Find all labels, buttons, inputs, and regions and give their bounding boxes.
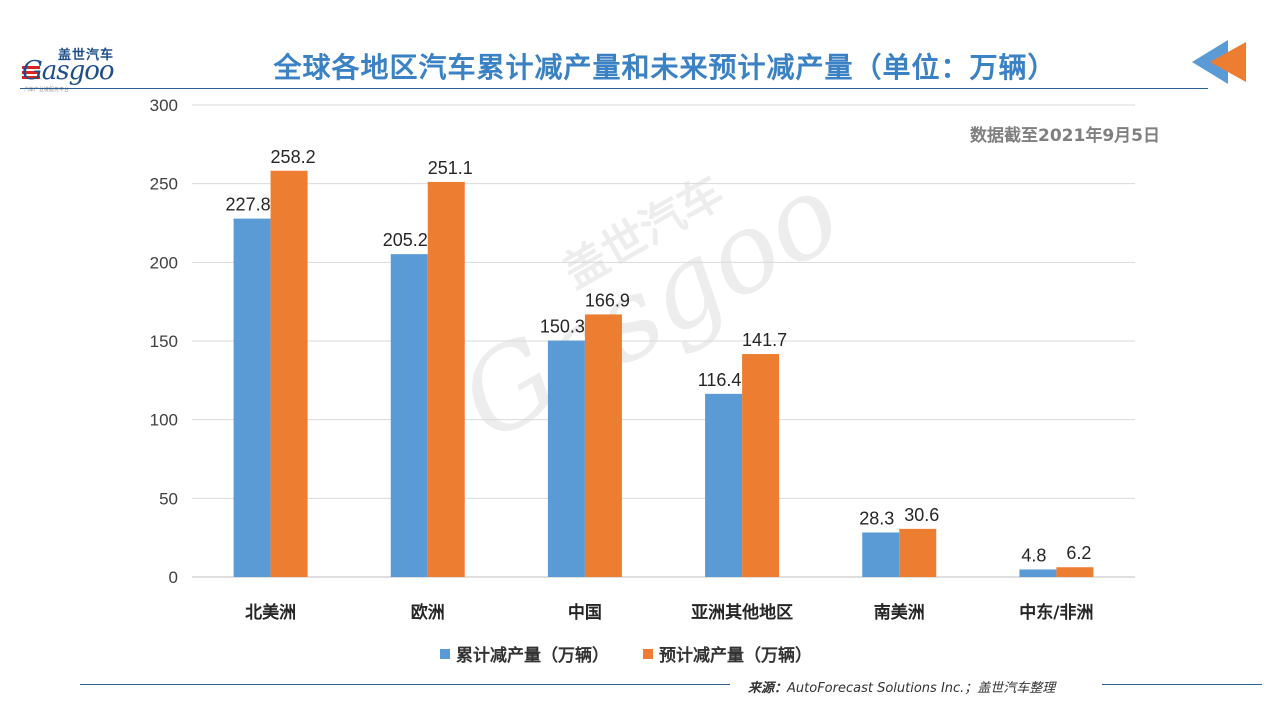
x-tick-label: 亚洲其他地区 xyxy=(691,602,793,623)
y-tick-label: 0 xyxy=(169,568,178,587)
y-tick-label: 50 xyxy=(159,489,178,508)
logo-brand-cn: 盖世汽车 xyxy=(58,48,115,63)
bar xyxy=(233,218,271,577)
data-label: 166.9 xyxy=(585,290,630,310)
bar xyxy=(899,528,937,577)
x-tick-label: 中东/非洲 xyxy=(1019,602,1093,623)
logo-stripes-icon xyxy=(22,66,40,80)
legend-item-series2: 预计减产量（万辆） xyxy=(643,641,812,666)
y-tick-label: 250 xyxy=(150,175,178,194)
data-label: 30.6 xyxy=(904,505,939,525)
data-label: 6.2 xyxy=(1066,543,1091,563)
data-label: 205.2 xyxy=(383,230,428,250)
y-tick-label: 200 xyxy=(150,253,178,272)
source-note: 来源：AutoForecast Solutions Inc.；盖世汽车整理 xyxy=(748,677,1055,696)
legend-swatch-series2 xyxy=(643,648,653,659)
y-tick-label: 150 xyxy=(150,332,178,351)
logo-brand-en: Gasgoo xyxy=(22,56,115,86)
logo-tagline: 汽车产业链服务平台 xyxy=(24,87,70,93)
x-tick-label: 南美洲 xyxy=(874,602,925,623)
legend-label-series1: 累计减产量（万辆） xyxy=(456,646,609,666)
y-tick-label: 300 xyxy=(150,96,178,115)
legend-item-series1: 累计减产量（万辆） xyxy=(440,641,609,666)
x-tick-label: 欧洲 xyxy=(411,602,445,623)
corner-arrow-icon xyxy=(1192,40,1246,84)
bar xyxy=(1056,567,1094,577)
bar xyxy=(584,314,622,577)
data-label: 227.8 xyxy=(226,195,271,215)
bar-chart: 0 50 100 150 200 250 300 227.8 258.2 北美洲 205.2 251.… xyxy=(150,96,1135,623)
bar xyxy=(862,532,900,577)
bar xyxy=(427,181,465,577)
data-label: 258.2 xyxy=(271,147,316,167)
bar xyxy=(270,170,308,578)
data-label: 251.1 xyxy=(428,158,473,178)
data-label: 116.4 xyxy=(698,370,742,390)
title-divider xyxy=(20,88,1208,89)
data-label: 150.3 xyxy=(540,317,585,337)
chart-title: 全球各地区汽车累计减产量和未来预计减产量（单位：万辆） xyxy=(273,51,1057,84)
bar xyxy=(1019,569,1057,577)
bar xyxy=(742,354,780,577)
bar xyxy=(547,340,585,577)
gasgoo-logo: 盖世汽车 Gasgoo 汽车产业链服务平台 xyxy=(18,44,138,93)
bar xyxy=(390,254,428,578)
footer-divider-left xyxy=(80,684,730,685)
data-date-note: 数据截至2021年9月5日 xyxy=(970,126,1160,146)
footer-divider-right xyxy=(1102,684,1262,685)
data-label: 28.3 xyxy=(859,508,894,528)
y-tick-label: 100 xyxy=(150,411,178,430)
data-label: 4.8 xyxy=(1021,545,1046,565)
legend-swatch-series1 xyxy=(440,648,450,659)
chart-legend: 累计减产量（万辆） 预计减产量（万辆） xyxy=(440,641,812,666)
source-text: AutoForecast Solutions Inc.；盖世汽车整理 xyxy=(787,681,1056,696)
x-tick-label: 中国 xyxy=(568,602,602,623)
bar xyxy=(705,393,743,577)
legend-label-series2: 预计减产量（万辆） xyxy=(659,646,812,666)
source-label: 来源： xyxy=(748,681,788,696)
x-tick-label: 北美洲 xyxy=(245,602,296,623)
data-label: 141.7 xyxy=(742,330,787,350)
